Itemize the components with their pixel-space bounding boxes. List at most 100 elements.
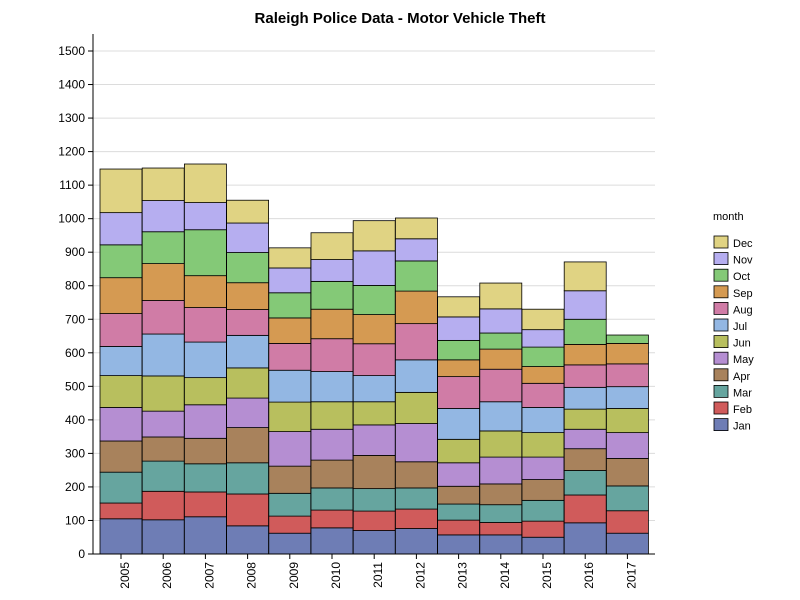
bar-segment-2011-jan (352, 530, 396, 555)
y-tick-label: 400 (65, 413, 85, 427)
bar-segment-2012-jan (394, 528, 438, 555)
bar-segment-2007-nov (183, 202, 227, 231)
legend-label-may: May (733, 354, 754, 366)
legend-title: month (713, 211, 744, 223)
bar-segment-2007-may (183, 404, 227, 439)
legend-swatch-may (713, 351, 729, 365)
bar-segment-2017-mar (606, 485, 649, 512)
bar-segment-2006-sep (141, 263, 185, 301)
y-tick-label: 1400 (58, 78, 85, 92)
bar-segment-2010-may (310, 428, 354, 461)
bar-segment-2008-nov (226, 222, 270, 253)
bar-segment-2013-jul (437, 408, 481, 440)
bar-segment-2016-apr (563, 448, 607, 471)
bar-segment-2009-apr (268, 465, 312, 494)
y-tick-label: 1100 (59, 178, 85, 192)
bar-segment-2006-nov (141, 200, 185, 233)
bar-segment-2007-mar (183, 463, 227, 493)
bar-segment-2010-oct (310, 280, 354, 310)
bar-segment-2007-jan (183, 516, 227, 555)
y-tick-label: 800 (65, 279, 85, 293)
x-tick-label: 2017 (624, 562, 638, 589)
bar-segment-2013-sep (437, 359, 481, 378)
bar-segment-2005-jun (99, 375, 143, 408)
bar-segment-2017-apr (606, 458, 649, 487)
y-tick-label: 600 (65, 346, 85, 360)
chart-title: Raleigh Police Data - Motor Vehicle Thef… (255, 10, 546, 27)
bar-segment-2015-feb (521, 520, 565, 538)
bar-segment-2006-mar (141, 460, 185, 492)
x-tick-label: 2015 (540, 562, 554, 589)
bar-segment-2016-dec (563, 261, 607, 292)
legend-swatch-apr (713, 368, 729, 382)
y-tick-label: 1200 (58, 145, 85, 159)
x-tick-label: 2006 (160, 562, 174, 589)
y-tick-label: 500 (65, 379, 85, 393)
bar-segment-2015-oct (521, 346, 565, 367)
bar-segment-2016-aug (563, 364, 607, 388)
bar-segment-2005-mar (99, 471, 143, 504)
bar-segment-2016-jun (563, 408, 607, 430)
bar-segment-2015-aug (521, 382, 565, 408)
legend-label-aug: Aug (733, 304, 753, 316)
bar-segment-2012-may (394, 423, 438, 463)
bar-segment-2010-mar (310, 487, 354, 511)
bar-segment-2015-jun (521, 432, 565, 458)
bar-segment-2017-jan (606, 532, 649, 555)
legend-swatch-feb (713, 401, 729, 415)
legend-label-jan: Jan (733, 421, 751, 433)
bar-segment-2008-feb (226, 493, 270, 527)
bar-segment-2008-jan (226, 525, 270, 555)
bar-segment-2007-jul (183, 341, 227, 379)
bar-segment-2014-jun (479, 430, 523, 458)
bar-segment-2013-feb (437, 519, 481, 536)
bar-segment-2010-feb (310, 509, 354, 529)
bar-segment-2009-nov (268, 267, 312, 294)
bar-segment-2010-jun (310, 401, 354, 430)
bar-segment-2011-nov (352, 250, 396, 286)
x-tick-label: 2005 (118, 562, 132, 589)
bar-segment-2016-mar (563, 470, 607, 496)
bar-segment-2017-feb (606, 510, 649, 534)
bar-segment-2006-aug (141, 300, 185, 335)
x-tick-label: 2012 (413, 562, 427, 589)
bar-segment-2011-aug (352, 343, 396, 377)
bar-segment-2005-jan (99, 518, 143, 555)
bar-segment-2007-aug (183, 307, 227, 343)
bar-segment-2016-jan (563, 522, 607, 555)
bar-segment-2009-may (268, 431, 312, 467)
bar-segment-2006-dec (141, 167, 185, 201)
bar-segment-2006-jul (141, 333, 185, 377)
legend-swatch-jan (713, 418, 729, 432)
bar-segment-2014-aug (479, 368, 523, 403)
bar-segment-2015-apr (521, 479, 565, 501)
bar-segment-2012-apr (394, 461, 438, 489)
bar-segment-2005-apr (99, 440, 143, 473)
bar-segment-2015-dec (521, 308, 565, 331)
bar-segment-2012-oct (394, 260, 438, 292)
bar-segment-2010-apr (310, 459, 354, 489)
bar-segment-2011-jul (352, 375, 396, 403)
bar-segment-2013-may (437, 462, 481, 487)
bar-segment-2013-oct (437, 339, 481, 361)
bar-segment-2008-dec (226, 199, 270, 224)
bar-segment-2005-jul (99, 346, 143, 377)
x-tick-label: 2011 (371, 562, 385, 588)
bar-segment-2009-dec (268, 247, 312, 269)
bar-segment-2015-sep (521, 366, 565, 384)
bar-segment-2008-oct (226, 252, 270, 284)
bar-segment-2010-nov (310, 259, 354, 282)
legend-label-feb: Feb (733, 404, 752, 416)
legend-swatch-oct (713, 268, 729, 282)
bar-segment-2005-feb (99, 502, 143, 520)
bar-segment-2016-nov (563, 290, 607, 320)
x-tick-label: 2007 (202, 562, 216, 589)
legend-swatch-nov (713, 252, 729, 266)
legend-swatch-sep (713, 285, 729, 299)
bar-segment-2013-nov (437, 316, 481, 341)
bar-segment-2011-jun (352, 401, 396, 426)
bar-segment-2008-mar (226, 462, 270, 495)
y-tick-label: 100 (65, 513, 85, 527)
legend-label-mar: Mar (733, 387, 752, 399)
